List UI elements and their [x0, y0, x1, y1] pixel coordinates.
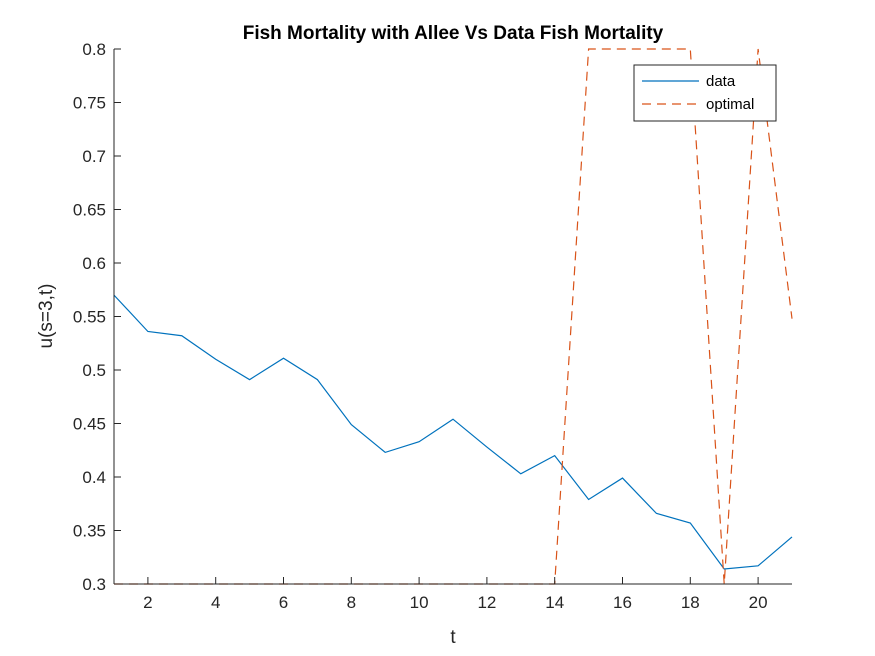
chart-title: Fish Mortality with Allee Vs Data Fish M…: [243, 23, 664, 44]
legend-label-optimal: optimal: [706, 96, 754, 113]
x-tick-label: 2: [143, 593, 152, 612]
x-tick-label: 18: [681, 593, 700, 612]
y-tick-label: 0.35: [73, 522, 106, 541]
y-tick-label: 0.45: [73, 415, 106, 434]
x-tick-label: 14: [545, 593, 564, 612]
x-tick-label: 16: [613, 593, 632, 612]
y-tick-label: 0.4: [82, 468, 106, 487]
plot-area: [114, 49, 792, 584]
x-ticks: 2 4 6 8 10 12 14 16 18 20: [143, 577, 768, 612]
y-tick-label: 0.5: [82, 361, 106, 380]
y-ticks: 0.3 0.35 0.4 0.45 0.5 0.55 0.6 0.65 0.7 0.75 0.8: [73, 40, 121, 594]
y-tick-label: 0.75: [73, 94, 106, 113]
x-tick-label: 12: [477, 593, 496, 612]
y-tick-label: 0.3: [82, 575, 106, 594]
legend-label-data: data: [706, 73, 736, 90]
y-tick-label: 0.7: [82, 147, 106, 166]
y-axis-label: u(s=3,t): [36, 284, 57, 349]
x-tick-label: 20: [749, 593, 768, 612]
x-tick-label: 10: [410, 593, 429, 612]
y-tick-label: 0.55: [73, 308, 106, 327]
x-tick-label: 8: [347, 593, 356, 612]
legend: data optimal: [633, 64, 777, 122]
y-tick-label: 0.8: [82, 40, 106, 59]
x-tick-label: 4: [211, 593, 220, 612]
y-tick-label: 0.6: [82, 254, 106, 273]
legend-box: [633, 64, 777, 122]
x-axis-label: t: [450, 627, 456, 648]
series-line-data: [113, 294, 793, 570]
y-tick-label: 0.65: [73, 201, 106, 220]
x-tick-label: 6: [279, 593, 288, 612]
